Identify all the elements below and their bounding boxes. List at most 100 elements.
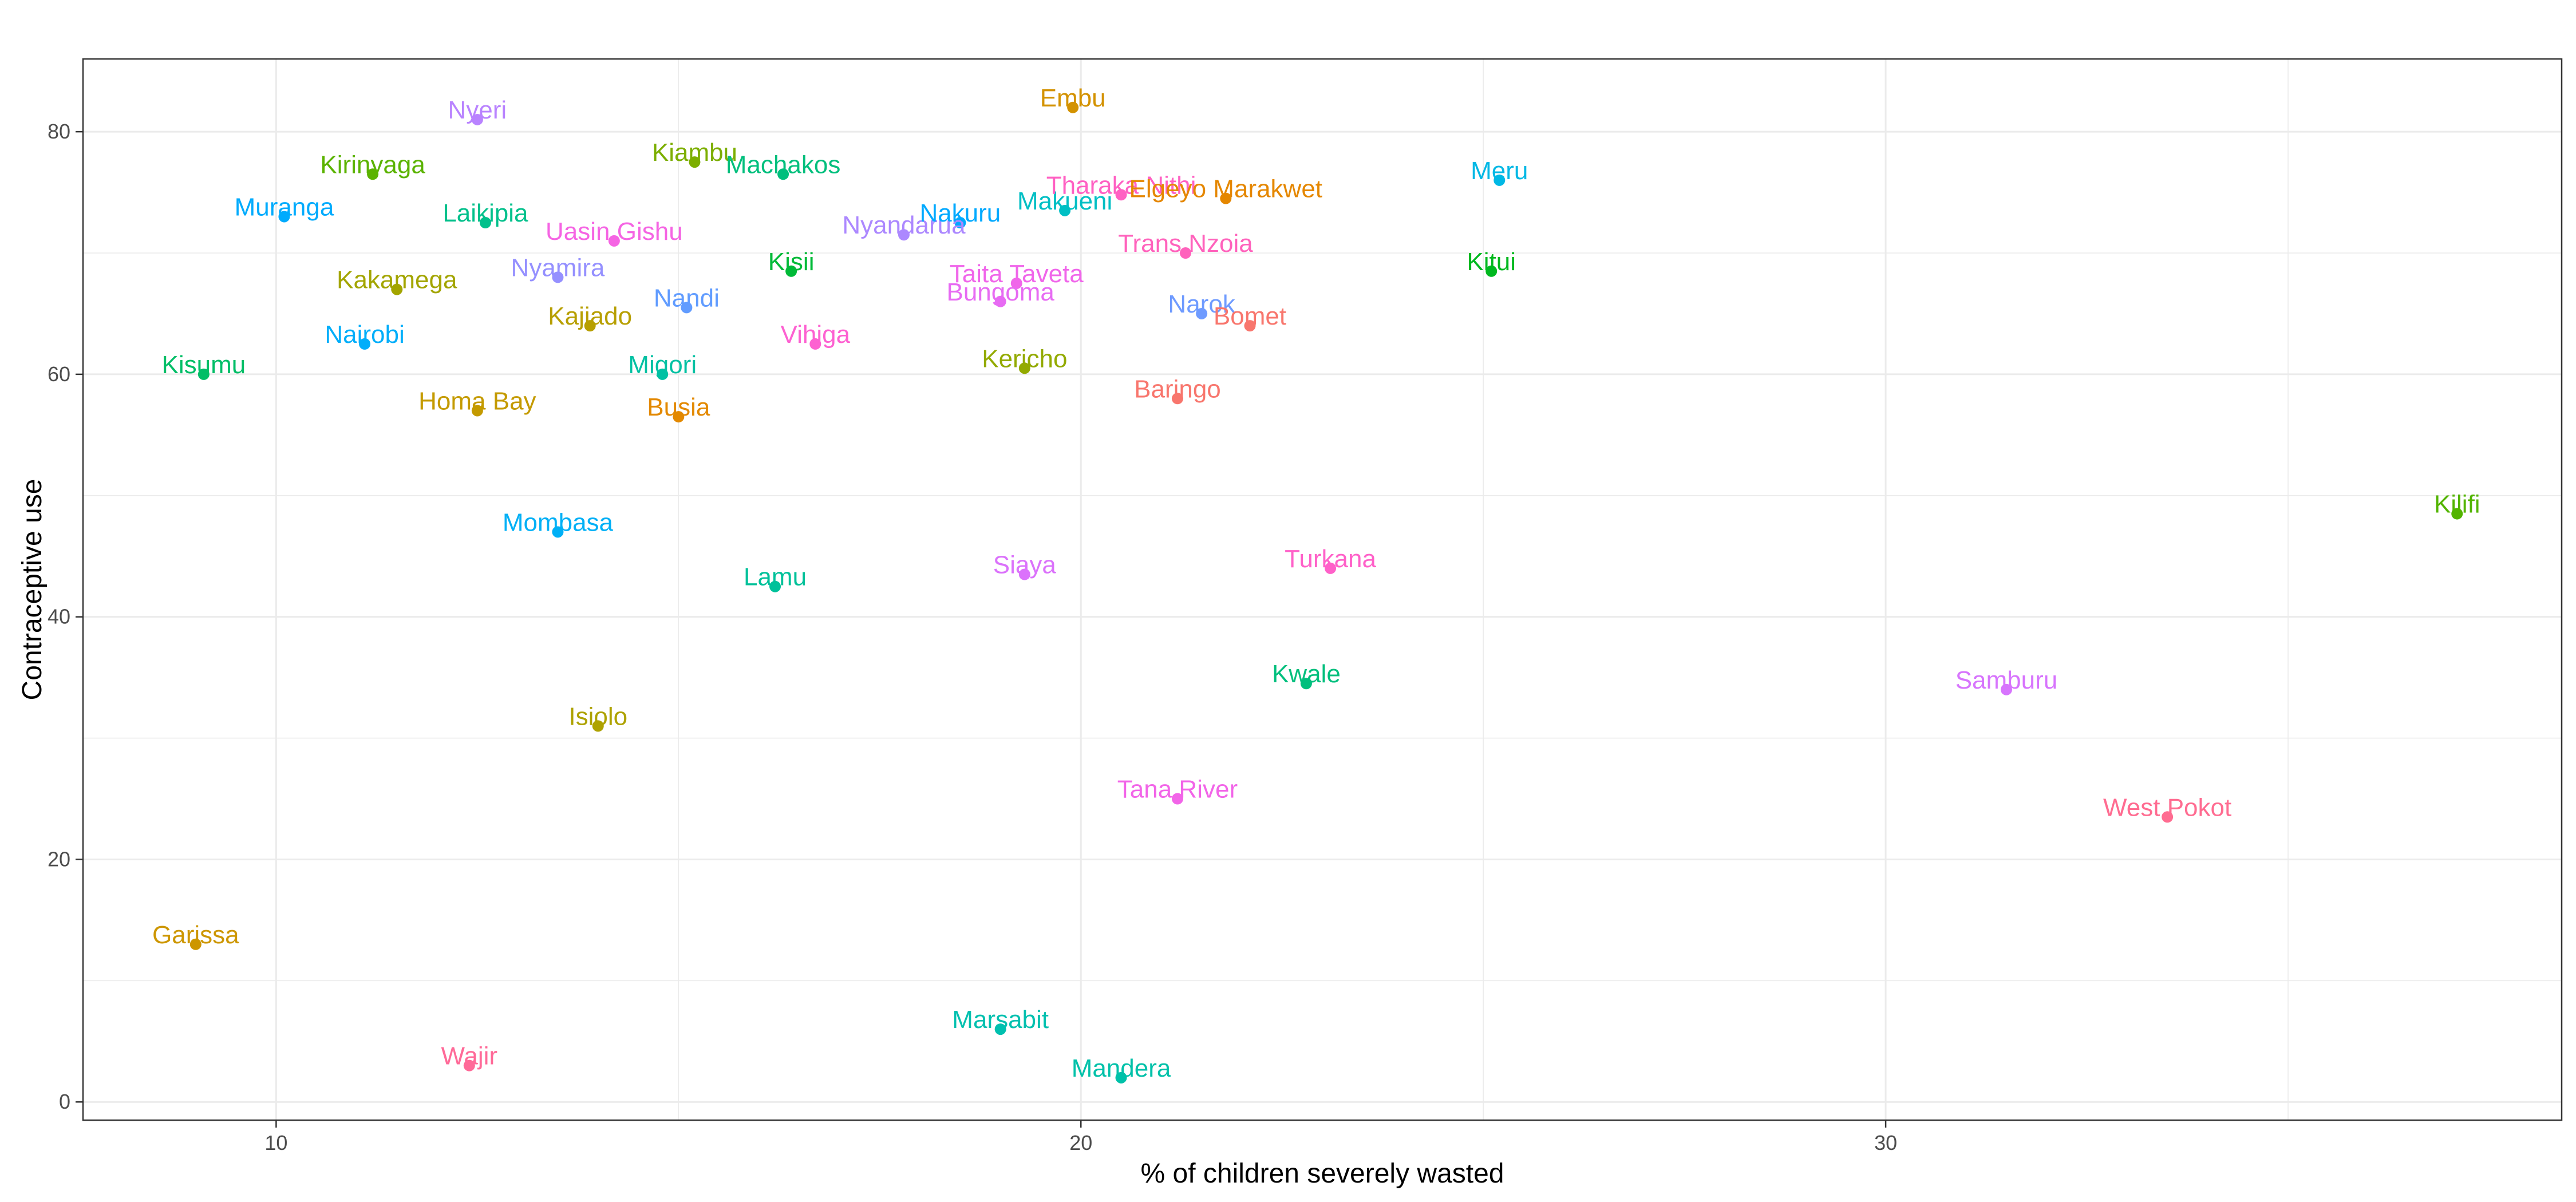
data-point (1115, 189, 1127, 201)
data-point (463, 1059, 475, 1071)
data-point (777, 168, 789, 180)
point-label: Nandi (654, 284, 720, 312)
data-point (2000, 683, 2012, 695)
data-point (471, 405, 483, 417)
point-label: West Pokot (2103, 793, 2231, 821)
point-label: Kisumu (162, 351, 246, 379)
data-point (1196, 307, 1208, 319)
axis-ticks: 10 20 30 0 20 40 60 80 (48, 120, 1897, 1154)
data-point (1220, 192, 1232, 204)
gridlines (83, 59, 2562, 1120)
point-label: Nyandarua (842, 211, 966, 239)
point-label: Nyamira (511, 254, 605, 282)
y-axis-title: Contraceptive use (17, 479, 48, 701)
point-label: Vihiga (781, 321, 851, 349)
point-label: Narok (1168, 290, 1235, 318)
data-point (1018, 362, 1030, 374)
point-label: Tharaka Nithi (1046, 171, 1196, 199)
data-points (189, 101, 2463, 1084)
y-tick-label: 80 (48, 120, 70, 143)
data-point (1171, 393, 1183, 405)
data-point (785, 265, 797, 277)
y-tick-label: 40 (48, 605, 70, 628)
point-label: Tana River (1117, 776, 1238, 804)
data-point (359, 338, 371, 350)
data-point (2451, 508, 2463, 520)
data-point (1067, 101, 1079, 113)
data-point (1059, 204, 1071, 216)
point-label: Nyeri (448, 96, 507, 124)
data-point (391, 283, 403, 295)
point-label: Garissa (152, 921, 239, 949)
y-tick-label: 0 (59, 1090, 70, 1113)
point-label: Kilifi (2434, 491, 2480, 519)
point-label: Kakamega (337, 266, 457, 294)
data-point (2162, 811, 2174, 823)
point-label: Baringo (1134, 375, 1221, 403)
point-label: Bomet (1214, 302, 1286, 330)
point-label: Makueni (1017, 187, 1112, 215)
data-point (673, 411, 685, 423)
point-label: Bungoma (946, 278, 1054, 306)
data-point (1171, 793, 1183, 805)
point-label: Samburu (1955, 666, 2058, 694)
point-label: Machakos (726, 151, 841, 179)
point-label: Elgeyo Marakwet (1129, 175, 1322, 203)
point-label: Taita Taveta (950, 260, 1084, 288)
point-label: Marsabit (952, 1006, 1049, 1034)
point-label: Embu (1040, 84, 1106, 112)
data-point (1244, 320, 1256, 332)
data-point (1494, 174, 1506, 186)
point-label: Busia (647, 393, 710, 421)
data-point (1325, 562, 1337, 574)
point-label: Mombasa (503, 508, 614, 536)
point-label: Uasin Gishu (546, 218, 683, 246)
point-label: Nairobi (325, 321, 404, 349)
data-point (592, 720, 604, 732)
x-tick-label: 10 (264, 1131, 287, 1154)
data-point (278, 211, 290, 223)
data-point (1180, 247, 1192, 259)
data-point (954, 217, 966, 229)
point-label: Kericho (982, 345, 1067, 373)
point-label: Siaya (993, 551, 1057, 579)
data-point (809, 338, 821, 350)
data-point (471, 113, 483, 125)
y-tick-label: 20 (48, 847, 70, 871)
data-point (994, 1023, 1006, 1035)
x-axis-title: % of children severely wasted (1141, 1158, 1504, 1189)
data-point (994, 295, 1006, 307)
data-point (608, 235, 620, 247)
point-label: Mandera (1072, 1054, 1171, 1082)
data-point (657, 368, 669, 380)
point-label: Kirinyaga (320, 151, 425, 179)
data-point (189, 938, 202, 950)
data-point (898, 229, 910, 241)
point-label: Kajiado (548, 302, 632, 330)
data-point (197, 368, 210, 380)
data-point (681, 302, 693, 314)
panel-border (82, 58, 2563, 1121)
point-label: Turkana (1285, 545, 1376, 573)
point-label: Trans Nzoia (1118, 230, 1253, 258)
point-label: Meru (1471, 157, 1528, 185)
y-tick-label: 60 (48, 362, 70, 386)
point-label: Muranga (235, 193, 334, 221)
data-point (1300, 678, 1312, 690)
data-point (584, 320, 596, 332)
data-point (552, 271, 564, 283)
data-point (1010, 277, 1022, 289)
x-tick-label: 20 (1069, 1131, 1092, 1154)
point-label: Isiolo (568, 702, 627, 730)
data-point (367, 168, 379, 180)
point-label: Migori (628, 351, 697, 379)
data-point (769, 580, 781, 592)
data-point (689, 156, 701, 168)
data-point (1115, 1071, 1127, 1084)
point-label: Kisii (768, 248, 815, 276)
data-point (479, 217, 491, 229)
point-label: Lamu (744, 563, 807, 591)
